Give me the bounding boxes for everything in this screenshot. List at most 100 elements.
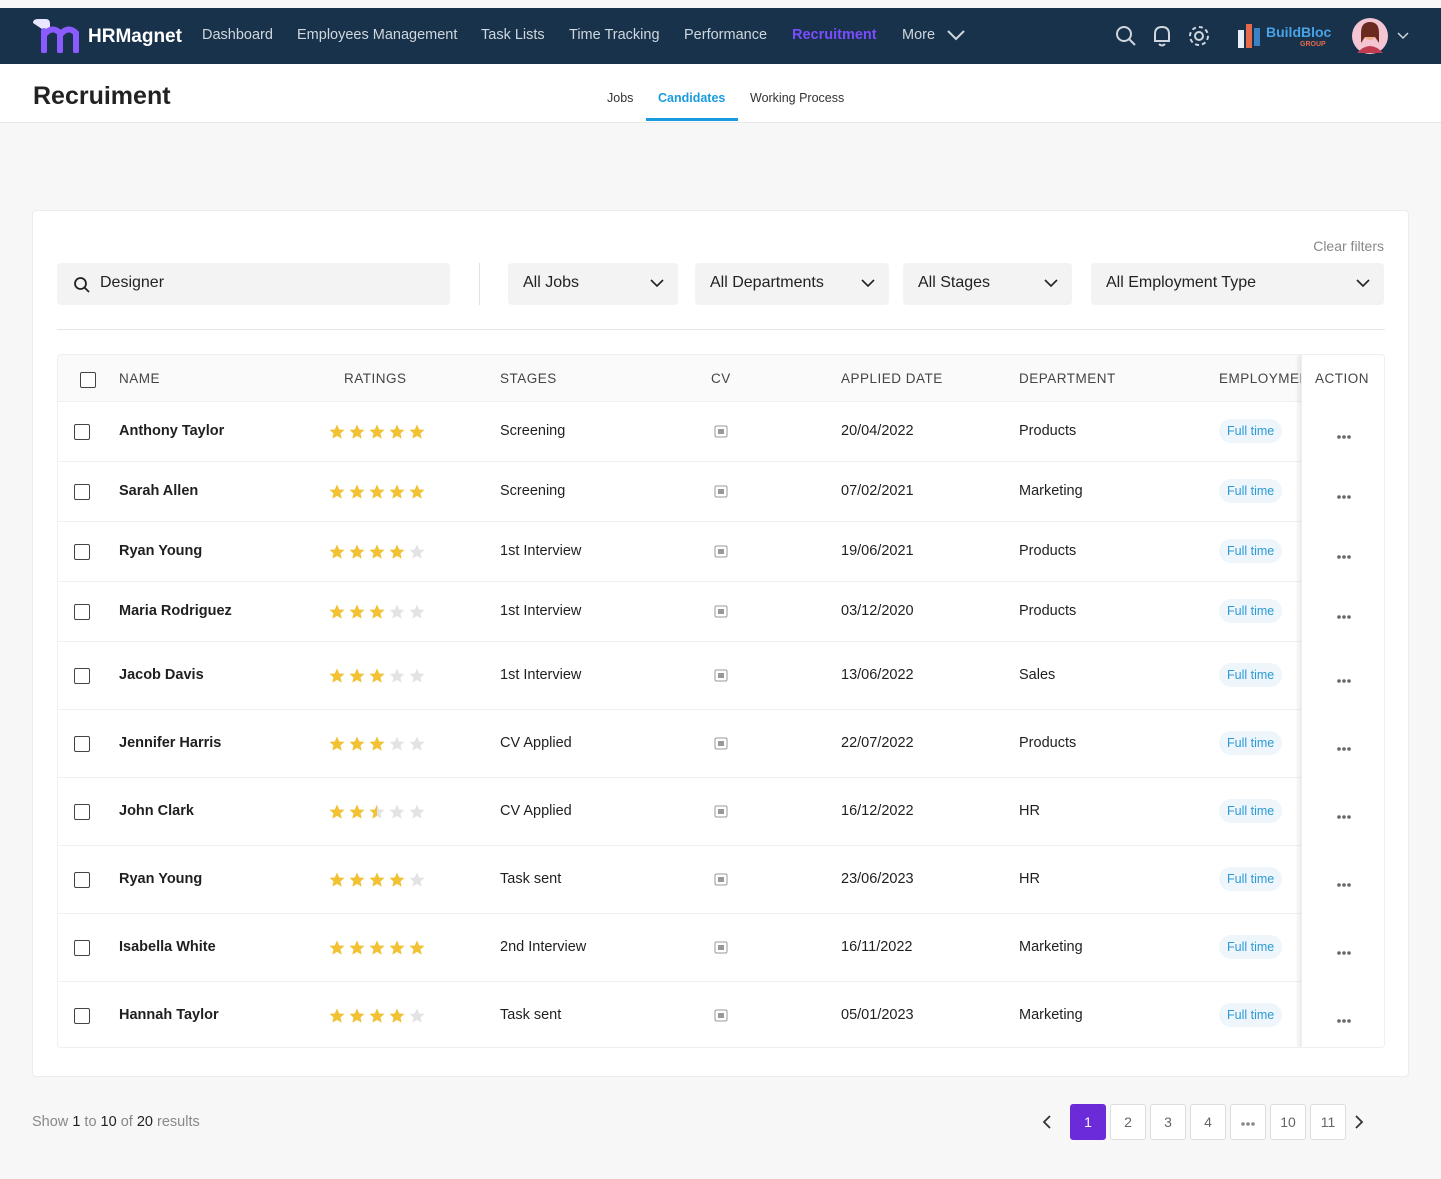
row-action[interactable] [1336,487,1352,505]
rating-filled [328,603,387,621]
cv-icon[interactable] [714,1009,728,1026]
tab[interactable]: Candidates [658,91,726,105]
tab[interactable]: Jobs [607,91,634,105]
select-text: All Jobs [523,274,580,291]
table-row: Jacob Davis 1st Interview 13/06/2022 Sales F… [58,641,1384,709]
page-button[interactable]: 10 [1270,1104,1306,1140]
row-action[interactable] [1336,547,1352,565]
chevron [1044,279,1058,288]
cv-icon[interactable] [714,669,728,686]
avatar[interactable] [1351,17,1389,55]
applied-date: 07/02/2021 [841,483,914,499]
row-action[interactable] [1336,807,1352,825]
next-page[interactable] [1352,1114,1366,1135]
select-text: All Departments [710,274,824,291]
page-ellipsis [1230,1104,1266,1140]
cv-glyph [714,485,728,498]
tab[interactable]: Working Process [750,91,845,105]
star [389,872,405,887]
dots [1337,495,1351,499]
nav-item[interactable]: Time Tracking [569,27,660,43]
checkbox-all[interactable] [80,372,96,388]
dots [1337,951,1351,955]
row-checkbox[interactable] [74,1008,90,1024]
prev-page[interactable] [1040,1114,1054,1135]
cv-icon[interactable] [714,545,728,562]
row-action[interactable] [1336,739,1352,757]
select[interactable]: All Employment Type [1091,263,1384,305]
row-action[interactable] [1336,1011,1352,1029]
chevron-left [1042,1115,1051,1129]
star [349,940,365,955]
top-nav: HRMagnet Dashboard Employees Management … [0,8,1441,64]
summary-text: to [84,1114,97,1130]
page-button[interactable]: 2 [1110,1104,1146,1140]
search-box[interactable]: Designer [57,263,450,305]
row-checkbox[interactable] [74,424,90,440]
nav-item[interactable]: Employees Management [297,27,458,43]
cv-icon[interactable] [714,737,728,754]
candidate-name: Hannah Taylor [119,1007,219,1023]
bell-icon[interactable] [1151,24,1173,48]
cv-icon[interactable] [714,873,728,890]
row-action[interactable] [1336,427,1352,445]
cv-icon[interactable] [714,605,728,622]
search-icon[interactable] [1115,25,1137,47]
rating [328,1007,426,1025]
row-checkbox[interactable] [74,668,90,684]
candidate-name: Maria Rodriguez [119,603,232,619]
star [389,736,405,751]
row-checkbox[interactable] [74,736,90,752]
clear-filters[interactable]: Clear filters [1313,238,1384,254]
stage: Screening [500,423,566,439]
nav-item[interactable]: Recruitment [792,27,877,43]
select[interactable]: All Stages [903,263,1072,305]
cv-icon[interactable] [714,425,728,442]
table-row: Isabella White 2nd Interview 16/11/2022 Mar… [58,913,1384,981]
page-button[interactable]: 3 [1150,1104,1186,1140]
cv-icon[interactable] [714,485,728,502]
star [349,544,365,559]
row-checkbox[interactable] [74,604,90,620]
row-checkbox[interactable] [74,940,90,956]
more-chevron[interactable] [946,28,966,42]
cv-icon[interactable] [714,805,728,822]
row-action[interactable] [1336,671,1352,689]
row-checkbox[interactable] [74,544,90,560]
row-action[interactable] [1336,607,1352,625]
applied-date: 05/01/2023 [841,1007,914,1023]
star [369,872,385,887]
department: HR [1019,803,1040,819]
rating [328,803,426,821]
avatar-chevron[interactable] [1397,32,1409,40]
rating-filled [328,803,377,821]
column-header: DEPARTMENT [1019,371,1116,386]
star [369,940,385,955]
select[interactable]: All Departments [695,263,889,305]
page-button[interactable]: 1 [1070,1104,1106,1140]
row-checkbox[interactable] [74,804,90,820]
dots [1337,815,1351,819]
nav-item[interactable]: More [902,27,936,43]
select[interactable]: All Jobs [508,263,678,305]
settings-icon[interactable] [1187,24,1211,48]
row-checkbox[interactable] [74,484,90,500]
nav-item[interactable]: Dashboard [202,27,273,43]
nav-item[interactable]: Performance [684,27,768,43]
cv-glyph [714,941,728,954]
search-icon [74,277,90,293]
row-action[interactable] [1336,943,1352,961]
star [409,804,425,819]
page-button[interactable]: 11 [1310,1104,1346,1140]
logo-icon [33,19,79,53]
row-action[interactable] [1336,875,1352,893]
page-button[interactable]: 4 [1190,1104,1226,1140]
star [369,484,385,499]
cv-icon[interactable] [714,941,728,958]
table-row: John Clark CV Applied 16/12/2022 HR Full tim… [58,777,1384,845]
nav-item[interactable]: Task Lists [481,27,545,43]
brand: HRMagnet [88,26,182,47]
employment-badge: Full time [1219,599,1283,623]
row-checkbox[interactable] [74,872,90,888]
